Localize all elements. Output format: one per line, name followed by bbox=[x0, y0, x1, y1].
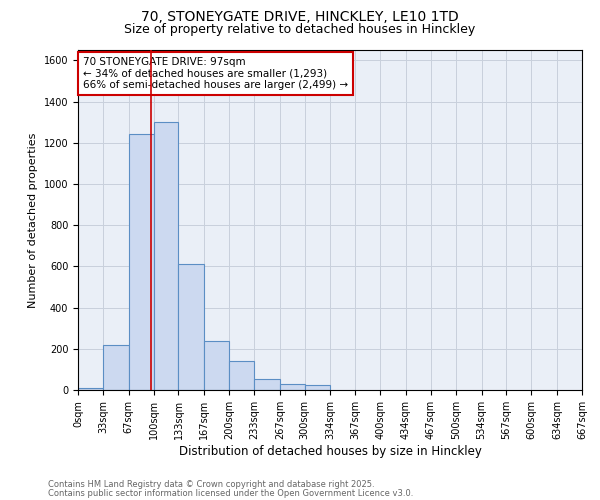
Y-axis label: Number of detached properties: Number of detached properties bbox=[28, 132, 38, 308]
Bar bbox=[78, 388, 103, 390]
Text: Contains public sector information licensed under the Open Government Licence v3: Contains public sector information licen… bbox=[48, 488, 413, 498]
Bar bbox=[229, 361, 254, 390]
Bar bbox=[254, 378, 280, 390]
Bar bbox=[280, 384, 305, 390]
Bar bbox=[128, 134, 154, 390]
Text: Contains HM Land Registry data © Crown copyright and database right 2025.: Contains HM Land Registry data © Crown c… bbox=[48, 480, 374, 489]
Text: 70 STONEYGATE DRIVE: 97sqm
← 34% of detached houses are smaller (1,293)
66% of s: 70 STONEYGATE DRIVE: 97sqm ← 34% of deta… bbox=[83, 57, 348, 90]
X-axis label: Distribution of detached houses by size in Hinckley: Distribution of detached houses by size … bbox=[179, 444, 481, 458]
Bar bbox=[154, 122, 178, 390]
Text: Size of property relative to detached houses in Hinckley: Size of property relative to detached ho… bbox=[124, 22, 476, 36]
Bar bbox=[204, 340, 229, 390]
Bar bbox=[103, 344, 128, 390]
Bar bbox=[178, 264, 204, 390]
Bar bbox=[305, 385, 331, 390]
Text: 70, STONEYGATE DRIVE, HINCKLEY, LE10 1TD: 70, STONEYGATE DRIVE, HINCKLEY, LE10 1TD bbox=[141, 10, 459, 24]
